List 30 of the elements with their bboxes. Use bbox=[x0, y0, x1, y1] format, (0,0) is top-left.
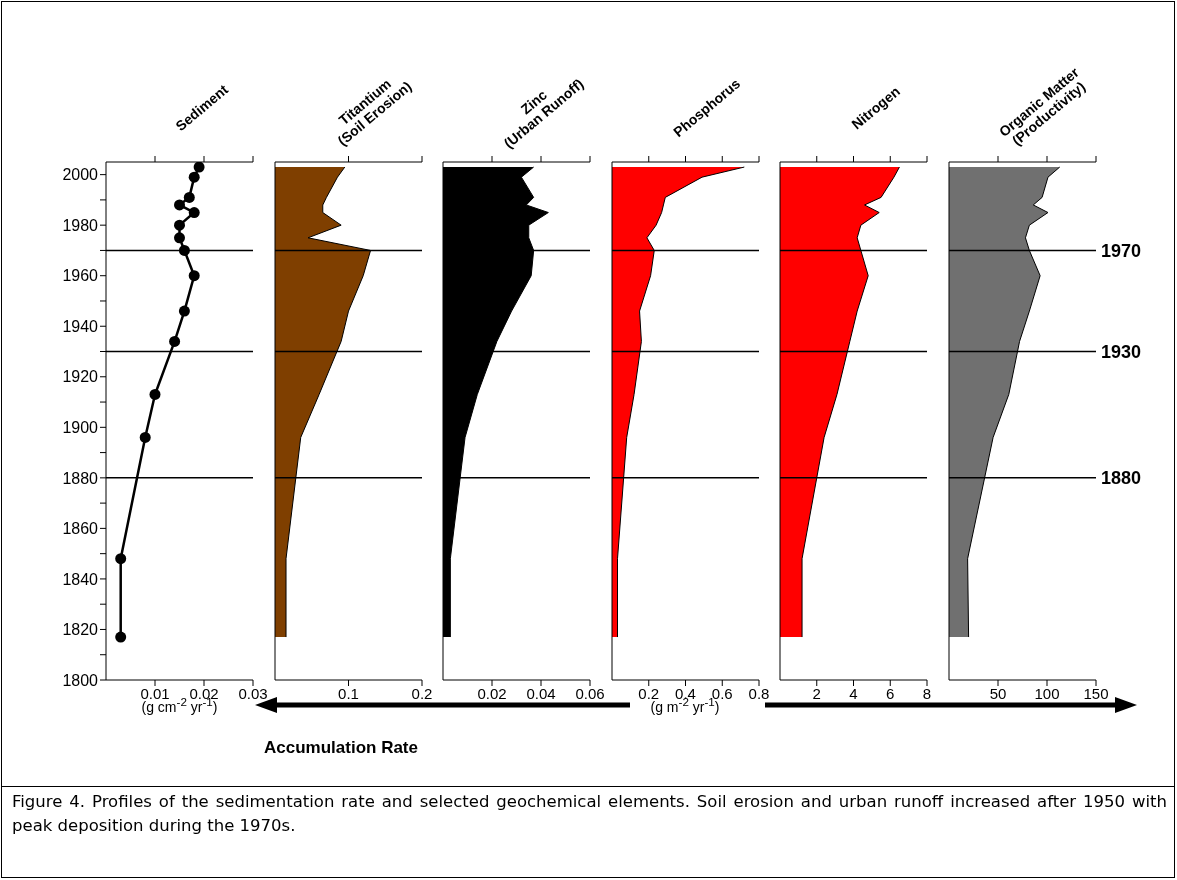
x-tick-label: 100 bbox=[1033, 684, 1060, 702]
caption: Figure 4. Profiles of the sedimentation rate and selected geochemical elements. Soil erosion and urban runoff increased after 1950 with peak deposition during the 1970s. bbox=[12, 791, 1167, 837]
ref-line-label: 1970 bbox=[1100, 240, 1141, 261]
x-tick-label: 50 bbox=[989, 684, 1006, 702]
y-tick-label: 1880 bbox=[62, 469, 99, 487]
y-tick-label: 1980 bbox=[62, 216, 99, 234]
y-tick-label: 2000 bbox=[62, 166, 99, 184]
y-tick-label: 1940 bbox=[62, 317, 99, 335]
y-tick-label: 1840 bbox=[62, 570, 99, 588]
ref-line-label: 1930 bbox=[1100, 341, 1141, 362]
x-tick-label: 6 bbox=[886, 684, 895, 702]
x-tick-label: 0.02 bbox=[477, 684, 507, 702]
y-tick-label: 1820 bbox=[62, 621, 99, 639]
x-tick-label: 150 bbox=[1082, 684, 1109, 702]
x-tick-label: 4 bbox=[849, 684, 858, 702]
y-tick-label: 1800 bbox=[62, 671, 99, 689]
y-tick-label: 1900 bbox=[62, 419, 99, 436]
x-tick-label: 0.03 bbox=[238, 684, 268, 702]
text: Accumulation Rate bbox=[264, 738, 418, 758]
x-tick-label: 0.1 bbox=[337, 684, 359, 702]
x-tick-label: 0.04 bbox=[526, 684, 556, 702]
y-tick-label: 1860 bbox=[62, 520, 99, 538]
y-tick-label: 1960 bbox=[62, 267, 99, 285]
x-tick-label: 0.2 bbox=[411, 684, 432, 702]
x-tick-label: 2 bbox=[812, 684, 821, 702]
x-tick-label: 8 bbox=[922, 684, 932, 702]
x-tick-label: 0.06 bbox=[575, 684, 605, 702]
y-tick-label: 1920 bbox=[62, 368, 99, 386]
ref-line-label: 1880 bbox=[1100, 468, 1141, 489]
x-tick-label: 0.8 bbox=[748, 684, 769, 702]
